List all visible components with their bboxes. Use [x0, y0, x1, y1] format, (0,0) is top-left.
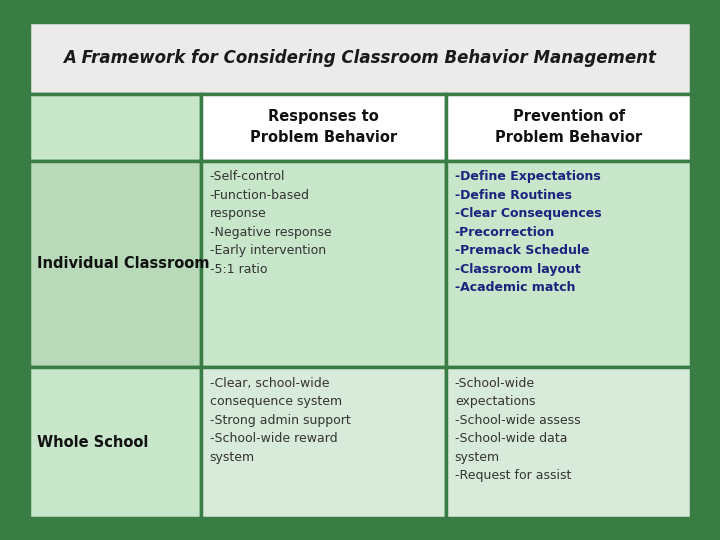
Text: Prevention of
Problem Behavior: Prevention of Problem Behavior [495, 109, 642, 145]
Text: A Framework for Considering Classroom Behavior Management: A Framework for Considering Classroom Be… [63, 49, 657, 66]
Text: -Self-control
-Function-based
response
-Negative response
-Early intervention
-5: -Self-control -Function-based response -… [210, 171, 331, 276]
Text: Whole School: Whole School [37, 435, 149, 450]
Bar [446, 367, 691, 518]
Bar [446, 93, 691, 161]
Bar [201, 93, 446, 161]
Bar [446, 161, 691, 367]
Bar [29, 93, 201, 161]
Bar [29, 161, 201, 367]
Text: -Clear, school-wide
consequence system
-Strong admin support
-School-wide reward: -Clear, school-wide consequence system -… [210, 376, 351, 464]
Bar [201, 367, 446, 518]
Bar [29, 22, 691, 93]
Bar [201, 161, 446, 367]
Text: Responses to
Problem Behavior: Responses to Problem Behavior [250, 109, 397, 145]
Text: -Define Expectations
-Define Routines
-Clear Consequences
-Precorrection
-Premac: -Define Expectations -Define Routines -C… [455, 171, 601, 294]
Text: Individual Classroom: Individual Classroom [37, 256, 210, 271]
Bar [29, 367, 201, 518]
Text: -School-wide
expectations
-School-wide assess
-School-wide data
system
-Request : -School-wide expectations -School-wide a… [455, 376, 580, 482]
